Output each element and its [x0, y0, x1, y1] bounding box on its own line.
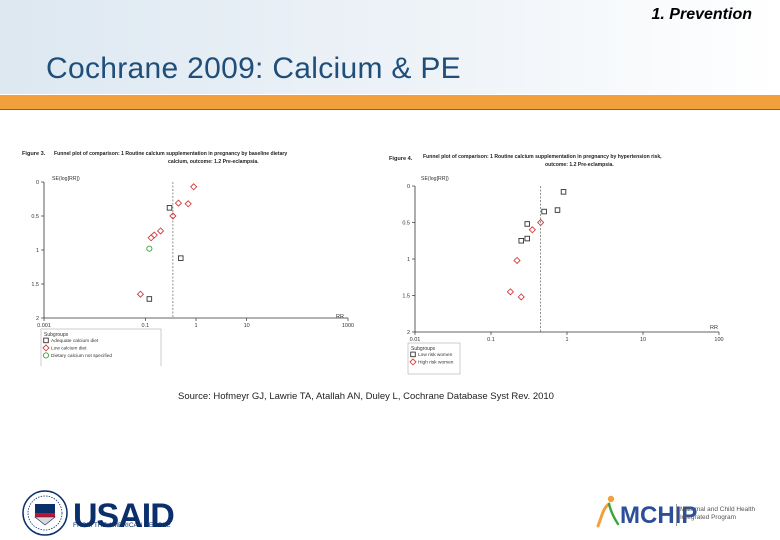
- data-point: [190, 183, 198, 191]
- y-tick-label: 0: [36, 180, 39, 186]
- x-tick-label: 1: [565, 337, 568, 343]
- section-label: 1. Prevention: [651, 6, 752, 23]
- data-point: [537, 218, 545, 227]
- data-point: [166, 205, 173, 211]
- data-point: [554, 207, 561, 213]
- data-point: [517, 293, 525, 301]
- data-point: [147, 234, 155, 242]
- orange-band: [0, 95, 780, 109]
- figure-label: Figure 3.: [22, 151, 46, 157]
- slide-title: Cochrane 2009: Calcium & PE: [46, 52, 461, 85]
- legend-marker: [42, 352, 50, 359]
- data-point: [524, 235, 531, 242]
- mchip-logo-text: MCHIP: [620, 502, 698, 529]
- x-tick-label: 0.1: [142, 323, 150, 329]
- y-tick-label: 2: [36, 316, 39, 322]
- legend-title: Subgroups: [411, 346, 436, 352]
- y-tick-label: 0: [407, 184, 410, 190]
- legend-label: Dietary calcium not specified: [51, 353, 112, 359]
- usaid-tagline: FROM THE AMERICAN PEOPLE: [73, 522, 171, 529]
- y-tick-label: 1.5: [31, 282, 39, 288]
- header-background: [0, 0, 780, 94]
- data-point: [150, 231, 158, 239]
- x-ticks: 0.001 0.1 1 10 1000: [37, 318, 354, 329]
- data-points: [136, 183, 198, 302]
- data-point: [146, 296, 153, 302]
- figure-title-line-2: outcome: 1.2 Pre-eclampsia.: [545, 162, 614, 168]
- y-tick-label: 1: [36, 248, 39, 254]
- x-axis-label: RR: [710, 325, 718, 331]
- legend-frame: [407, 342, 461, 375]
- x-axis-label: RR: [336, 314, 344, 320]
- data-point: [528, 226, 536, 234]
- legend: Low risk women High risk women: [407, 342, 461, 375]
- legend-marker: [410, 351, 416, 358]
- y-tick-label: 2: [407, 330, 410, 336]
- mchip-tagline-line-1: Maternal and Child Health: [680, 506, 756, 513]
- x-tick-label: 1000: [342, 323, 354, 329]
- mchip-figure-icon: [596, 495, 620, 528]
- legend: Adequate calcium diet Low calcium dietDie…: [40, 328, 162, 366]
- data-points: [506, 189, 567, 301]
- data-point: [506, 288, 515, 296]
- usaid-logo-text: USAID: [73, 497, 175, 535]
- y-axis-label: SE(log[RR]): [421, 176, 449, 182]
- data-point: [169, 212, 177, 220]
- legend-label: Low risk women: [418, 352, 453, 358]
- data-point: [560, 189, 567, 195]
- x-tick-label: 0.01: [410, 337, 421, 343]
- y-tick-label: 1: [407, 257, 410, 263]
- legend-title: Subgroups: [44, 332, 69, 338]
- x-tick-label: 10: [244, 323, 250, 329]
- x-tick-label: 1: [194, 323, 197, 329]
- axes: [43, 182, 348, 319]
- funnel-plot-figure-4: Figure 4. Funnel plot of comparison: 1 R…: [389, 154, 724, 375]
- usaid-seal-icon: [22, 490, 68, 536]
- figure-title-line-1: Funnel plot of comparison: 1 Routine cal…: [54, 151, 287, 157]
- mchip-tagline-line-2: Integrated Program: [680, 514, 737, 521]
- funnel-plot-figure-3: Figure 3. Funnel plot of comparison: 1 R…: [22, 151, 354, 366]
- y-tick-label: 1.5: [402, 294, 410, 300]
- data-point: [156, 227, 165, 235]
- y-ticks: 0 0.5 1 1.5 2: [402, 184, 415, 336]
- legend-marker: [42, 344, 50, 352]
- data-point: [184, 200, 192, 208]
- axes: [414, 186, 719, 333]
- figure-title-line-1: Funnel plot of comparison: 1 Routine cal…: [423, 154, 662, 160]
- x-tick-label: 100: [714, 337, 723, 343]
- legend-label: Low calcium diet: [51, 346, 87, 352]
- mchip-tagline: Maternal and Child Health Integrated Pro…: [680, 506, 780, 522]
- data-point: [513, 256, 521, 265]
- data-point: [524, 221, 531, 227]
- y-tick-label: 0.5: [31, 214, 39, 220]
- x-tick-label: 10: [640, 337, 646, 343]
- data-point: [136, 290, 145, 298]
- legend-marker: [409, 358, 417, 366]
- data-point: [177, 255, 184, 261]
- mchip-divider: [676, 504, 677, 526]
- x-tick-label: 0.1: [487, 337, 495, 343]
- legend-marker: [43, 337, 49, 344]
- legend-frame: [40, 328, 162, 366]
- figure-label: Figure 4.: [389, 156, 413, 162]
- y-tick-label: 0.5: [402, 221, 410, 227]
- blue-divider: [0, 109, 780, 110]
- x-ticks: 0.01 0.1 1 10 100: [410, 332, 724, 343]
- data-point: [174, 199, 183, 207]
- y-ticks: 0 0.5 1 1.5 2: [31, 180, 44, 322]
- data-point: [518, 237, 524, 244]
- x-tick-label: 0.001: [37, 323, 51, 329]
- legend-label: Adequate calcium diet: [51, 338, 99, 344]
- data-point: [146, 245, 153, 252]
- source-citation: Source: Hofmeyr GJ, Lawrie TA, Atallah A…: [178, 391, 554, 402]
- figure-title-line-2: calcium, outcome: 1.2 Pre-eclampsia.: [168, 159, 259, 165]
- legend-label: High risk women: [418, 360, 454, 366]
- y-axis-label: SE(log[RR]): [52, 176, 80, 182]
- data-point: [541, 208, 547, 215]
